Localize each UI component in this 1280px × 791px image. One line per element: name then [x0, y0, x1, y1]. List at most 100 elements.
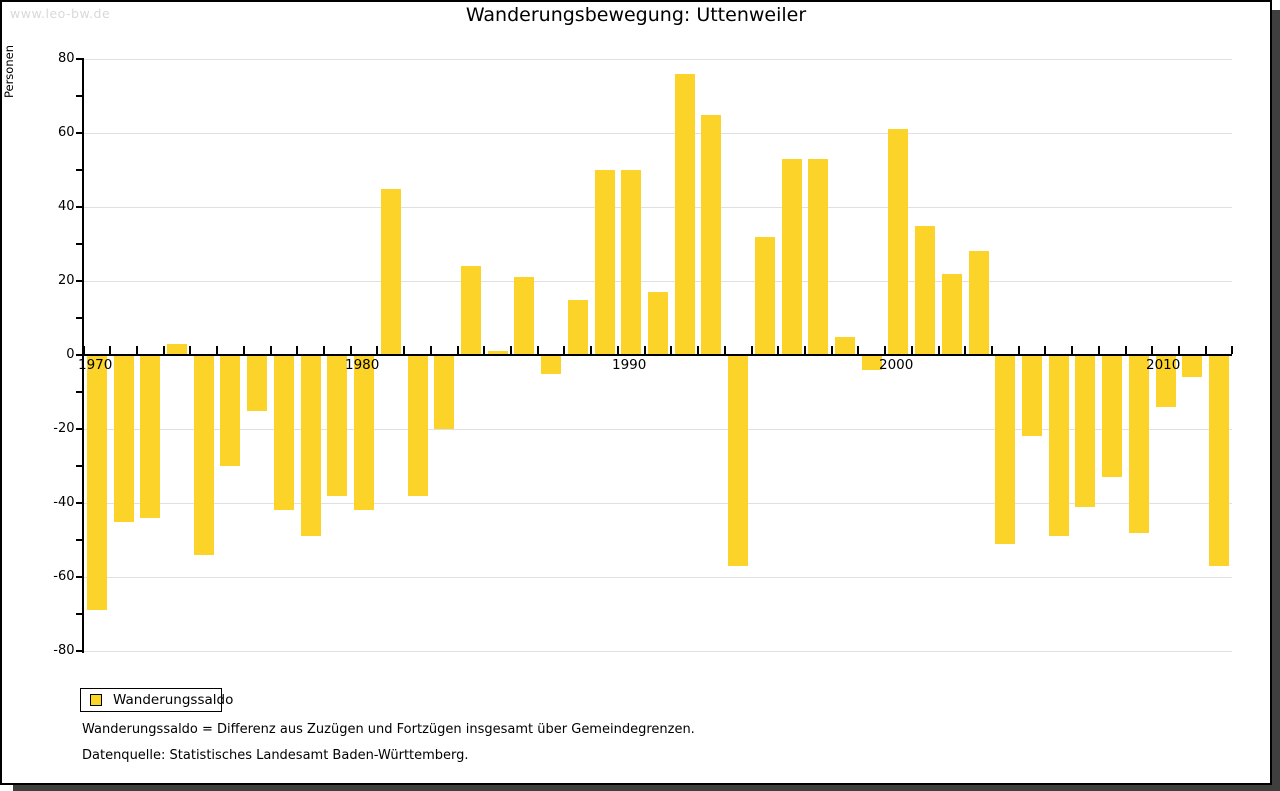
legend-box: Wanderungssaldo [80, 688, 233, 712]
y-tick-0 [75, 354, 82, 356]
bar-1980 [354, 355, 374, 510]
y-tick-label-60: 60 [57, 125, 75, 140]
x-tick-34 [991, 346, 993, 354]
x-tick-14 [457, 346, 459, 354]
y-tick-label--20: -20 [53, 421, 75, 436]
x-tick-29 [857, 346, 859, 354]
y-tick-label-80: 80 [57, 51, 75, 66]
x-tick-43 [1231, 346, 1233, 354]
y-tick-80 [75, 58, 82, 60]
bar-1990 [621, 170, 641, 355]
bar-1996 [782, 159, 802, 355]
x-tick-42 [1205, 346, 1207, 354]
bar-1977 [274, 355, 294, 510]
y-tick-50 [75, 169, 82, 171]
x-label-1990: 1990 [612, 357, 647, 373]
bar-2005 [1022, 355, 1042, 436]
y-tick--80 [75, 650, 82, 652]
y-tick-60 [75, 132, 82, 134]
x-tick-33 [964, 346, 966, 354]
drop-shadow-bottom [13, 785, 1280, 791]
bar-1971 [114, 355, 134, 522]
x-tick-4 [189, 346, 191, 354]
x-tick-6 [243, 346, 245, 354]
bar-2003 [969, 251, 989, 355]
x-tick-9 [323, 346, 325, 354]
bar-2001 [915, 226, 935, 356]
x-tick-35 [1018, 346, 1020, 354]
gridline-y-20 [83, 281, 1232, 282]
bar-1989 [595, 170, 615, 355]
x-tick-2 [136, 346, 138, 354]
x-tick-26 [777, 346, 779, 354]
x-tick-21 [644, 346, 646, 354]
drop-shadow-right [1272, 10, 1280, 791]
y-tick--10 [75, 391, 82, 393]
bar-2002 [942, 274, 962, 355]
x-tick-18 [563, 346, 565, 354]
footnote-source: Datenquelle: Statistisches Landesamt Bad… [82, 748, 469, 763]
bar-1982 [408, 355, 428, 496]
x-tick-22 [670, 346, 672, 354]
x-tick-11 [376, 346, 378, 354]
y-tick--20 [75, 428, 82, 430]
bar-1985 [488, 351, 508, 355]
x-tick-10 [350, 346, 352, 354]
y-tick-40 [75, 206, 82, 208]
bar-1978 [301, 355, 321, 536]
bar-1999 [862, 355, 882, 370]
bar-1987 [541, 355, 561, 374]
x-tick-37 [1071, 346, 1073, 354]
bar-2008 [1102, 355, 1122, 477]
y-tick--60 [75, 576, 82, 578]
bar-1992 [675, 74, 695, 355]
x-tick-27 [804, 346, 806, 354]
x-tick-12 [403, 346, 405, 354]
x-tick-0 [83, 346, 85, 354]
bar-1995 [755, 237, 775, 355]
gridline-y--80 [83, 651, 1232, 652]
bar-1974 [194, 355, 214, 555]
x-tick-36 [1044, 346, 1046, 354]
y-tick-label-0: 0 [66, 347, 75, 362]
x-tick-1 [109, 346, 111, 354]
bar-1976 [247, 355, 267, 411]
x-tick-8 [296, 346, 298, 354]
x-tick-28 [831, 346, 833, 354]
x-tick-5 [216, 346, 218, 354]
footnote-definition: Wanderungssaldo = Differenz aus Zuzügen … [82, 722, 695, 737]
bar-1981 [381, 189, 401, 356]
y-tick-label--40: -40 [53, 495, 75, 510]
y-tick-label-40: 40 [57, 199, 75, 214]
x-tick-20 [617, 346, 619, 354]
x-label-2000: 2000 [879, 357, 914, 373]
bar-2011 [1182, 355, 1202, 377]
bar-1973 [167, 344, 187, 355]
y-tick--70 [75, 613, 82, 615]
x-axis-line [81, 354, 1232, 356]
x-tick-23 [697, 346, 699, 354]
y-tick-label--60: -60 [53, 569, 75, 584]
gridline-y--60 [83, 577, 1232, 578]
bar-1979 [327, 355, 347, 496]
x-tick-31 [911, 346, 913, 354]
bar-1983 [434, 355, 454, 429]
bar-2010 [1156, 355, 1176, 407]
x-label-1980: 1980 [345, 357, 380, 373]
gridline-y-80 [83, 59, 1232, 60]
y-tick-label-20: 20 [57, 273, 75, 288]
y-tick-20 [75, 280, 82, 282]
gridline-y-60 [83, 133, 1232, 134]
bar-1997 [808, 159, 828, 355]
bar-2006 [1049, 355, 1069, 536]
y-tick-70 [75, 95, 82, 97]
gridline-y-40 [83, 207, 1232, 208]
y-tick-10 [75, 317, 82, 319]
bar-1975 [220, 355, 240, 466]
bar-2004 [995, 355, 1015, 544]
x-tick-19 [590, 346, 592, 354]
bar-1988 [568, 300, 588, 356]
watermark: www.leo-bw.de [10, 6, 111, 21]
